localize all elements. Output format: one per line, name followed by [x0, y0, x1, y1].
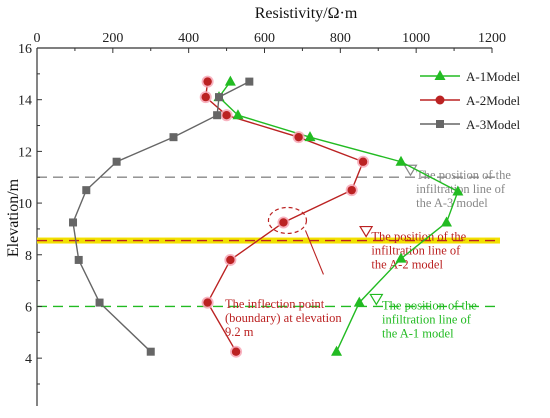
- data-point: [169, 133, 178, 142]
- y-axis-title: Elevation/m: [5, 178, 22, 257]
- legend-marker: [436, 120, 444, 128]
- data-point: [224, 75, 236, 86]
- x-tick-label: 400: [178, 31, 199, 46]
- annotation-label: The inflection point (boundary) at elevat…: [225, 297, 342, 339]
- x-tick-label: 1200: [478, 31, 506, 46]
- inflection-circle: [267, 206, 308, 235]
- data-point: [215, 93, 223, 102]
- water-level-icon: [403, 164, 418, 177]
- x-axis-title: Resistivity/Ω·m: [255, 5, 358, 22]
- data-point: [203, 77, 212, 86]
- y-tick-label: 6: [25, 300, 32, 315]
- water-level-icon: [359, 225, 374, 238]
- legend-label: A-1Model: [466, 69, 521, 84]
- x-tick-label: 0: [34, 31, 41, 46]
- y-tick-label: 16: [18, 42, 32, 57]
- data-point: [304, 131, 316, 142]
- data-point: [146, 347, 155, 356]
- reference-lines: The position of the infiltration line of t…: [37, 164, 511, 340]
- series-line-A-3Model: [72, 80, 250, 353]
- x-tick-label: 600: [254, 31, 275, 46]
- y-tick-label: 14: [18, 94, 32, 109]
- series-lines: [72, 80, 459, 353]
- data-point: [395, 252, 407, 263]
- legend-label: A-2Model: [466, 93, 521, 108]
- y-tick-label: 4: [25, 352, 32, 367]
- plot-frame: [36, 47, 492, 406]
- legend-label: A-3Model: [466, 117, 521, 132]
- data-point: [203, 298, 212, 307]
- data-point: [452, 185, 464, 196]
- data-point: [226, 255, 235, 265]
- data-point: [82, 186, 91, 195]
- x-tick-label: 800: [330, 31, 351, 46]
- data-point: [358, 157, 368, 166]
- series-line-A-2Model: [204, 81, 364, 353]
- reference-line-label: The position of the infiltration line of t…: [416, 168, 511, 210]
- water-level-icon: [369, 293, 384, 306]
- data-point: [201, 92, 210, 102]
- data-point: [213, 111, 222, 120]
- data-point: [74, 255, 83, 264]
- y-tick-label: 12: [18, 145, 32, 160]
- legend: A-1Model A-2Model A-3Model: [420, 69, 521, 132]
- data-point: [69, 218, 78, 227]
- data-point: [441, 216, 452, 227]
- data-point: [245, 77, 254, 86]
- x-tick-label: 200: [102, 31, 123, 46]
- axis-ticks: 0 200 400 600 800 1000 1200 4 6 8 10 12 14 16: [18, 31, 506, 385]
- data-point: [222, 111, 231, 120]
- data-point: [279, 218, 288, 227]
- reference-line-label: The position of the infiltration line of t…: [382, 298, 477, 340]
- data-point: [331, 345, 343, 356]
- y-tick-label: 8: [25, 249, 32, 264]
- data-point: [95, 298, 104, 307]
- annotations: The inflection point (boundary) at elevat…: [225, 206, 342, 339]
- data-point: [347, 185, 356, 195]
- legend-marker: [435, 95, 445, 105]
- data-point: [395, 155, 407, 166]
- x-tick-label: 1000: [402, 31, 430, 46]
- data-point: [112, 157, 121, 166]
- series-line-A-1Model: [218, 81, 459, 352]
- legend-marker: [434, 70, 446, 80]
- data-point: [232, 109, 244, 120]
- data-point: [294, 132, 303, 142]
- series-markers: [69, 75, 464, 358]
- data-point: [353, 296, 365, 307]
- y-tick-label: 10: [18, 197, 32, 212]
- annotation-pointer: [304, 230, 324, 275]
- data-point: [231, 347, 241, 356]
- reference-line-label: The position of the infiltration line of t…: [371, 230, 466, 272]
